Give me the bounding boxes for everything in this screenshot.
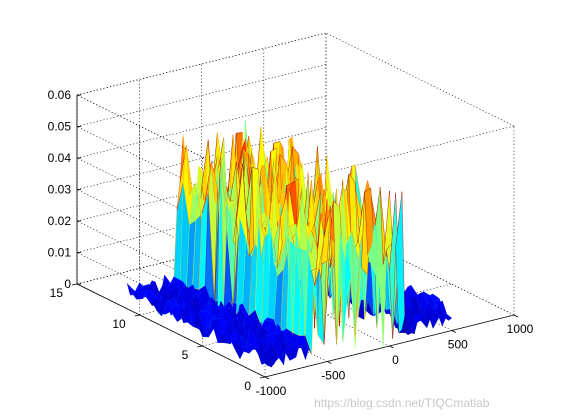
y-tick-mark — [134, 314, 140, 317]
z-tick-label: 0 — [64, 277, 71, 291]
y-tick-label: 10 — [112, 317, 126, 331]
z-tick-label: 0.03 — [48, 183, 72, 197]
z-tick-label: 0.06 — [48, 88, 72, 102]
watermark-text: https://blog.csdn.net/TIQCmatlab — [314, 396, 490, 410]
x-tick-mark — [327, 361, 332, 364]
grid-line-x — [325, 221, 515, 316]
x-tick-mark — [451, 330, 456, 333]
y-tick-mark — [71, 283, 78, 286]
y-axis-line — [76, 283, 266, 378]
y-tick-mark — [197, 345, 203, 348]
z-tick-label: 0.02 — [48, 214, 72, 228]
x-tick-label: -1000 — [256, 384, 287, 398]
x-tick-mark — [389, 345, 394, 349]
box-edge — [325, 32, 515, 127]
y-tick-label: 5 — [182, 348, 189, 362]
z-tick-labels: 0 0.01 0.02 0.03 0.04 0.05 0.06 — [48, 88, 81, 291]
z-tick-label: 0.05 — [48, 120, 72, 134]
z-tick-label: 0.01 — [48, 246, 72, 260]
x-tick-mark — [513, 314, 519, 318]
x-tick-mark — [264, 376, 270, 380]
surface-patch — [442, 300, 453, 321]
y-tick-label: 0 — [244, 379, 251, 393]
x-tick-label: 500 — [448, 338, 468, 352]
grid-line-x — [201, 252, 390, 347]
x-tick-label: 0 — [392, 353, 399, 367]
x-tick-label: 1000 — [507, 322, 534, 336]
surface-mesh — [126, 120, 453, 368]
z-tick-label: 0.04 — [48, 151, 72, 165]
y-tick-label: 15 — [50, 286, 64, 300]
x-tick-label: -500 — [321, 369, 345, 383]
y-tick-mark — [259, 376, 266, 379]
y-tick-labels: 0 5 10 15 — [50, 283, 266, 393]
x-tick-labels: -1000 -500 0 500 1000 — [256, 314, 534, 398]
